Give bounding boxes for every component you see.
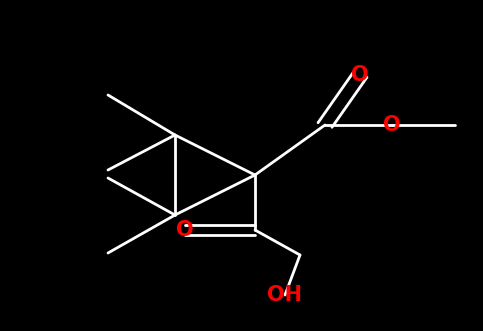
Text: O: O (176, 220, 194, 240)
Text: O: O (383, 115, 401, 135)
Text: O: O (351, 65, 369, 85)
Text: OH: OH (268, 285, 302, 305)
